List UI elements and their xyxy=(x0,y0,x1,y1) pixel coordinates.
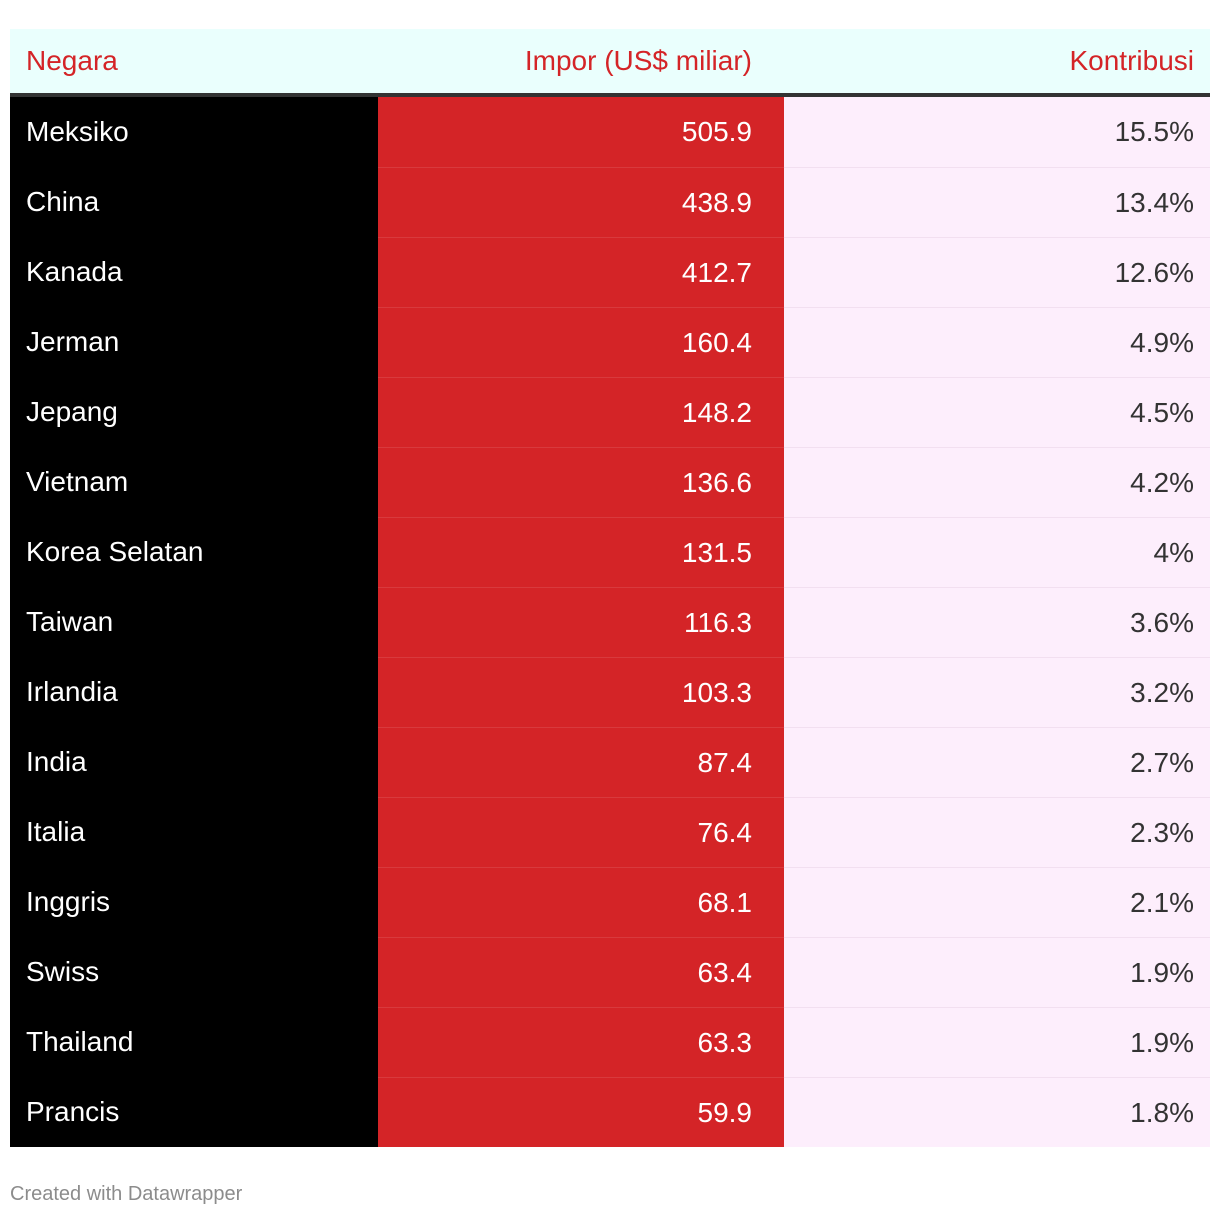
country-cell: Italia xyxy=(10,797,378,867)
country-cell: Kanada xyxy=(10,237,378,307)
country-cell: India xyxy=(10,727,378,797)
country-cell: Prancis xyxy=(10,1077,378,1147)
share-cell: 15.5% xyxy=(784,97,1210,167)
share-cell: 12.6% xyxy=(784,237,1210,307)
table-row: India 87.4 2.7% xyxy=(10,727,1210,797)
share-cell: 2.1% xyxy=(784,867,1210,937)
table-header: Negara Impor (US$ miliar) Kontribusi xyxy=(10,29,1210,97)
table-row: Korea Selatan 131.5 4% xyxy=(10,517,1210,587)
country-cell: Swiss xyxy=(10,937,378,1007)
imports-cell: 59.9 xyxy=(378,1077,784,1147)
imports-cell: 160.4 xyxy=(378,307,784,377)
imports-cell: 136.6 xyxy=(378,447,784,517)
imports-cell: 412.7 xyxy=(378,237,784,307)
share-cell: 2.3% xyxy=(784,797,1210,867)
header-country[interactable]: Negara xyxy=(26,45,118,76)
country-cell: China xyxy=(10,167,378,237)
table-row: Kanada 412.7 12.6% xyxy=(10,237,1210,307)
country-cell: Taiwan xyxy=(10,587,378,657)
table-row: Prancis 59.9 1.8% xyxy=(10,1077,1210,1147)
share-cell: 3.6% xyxy=(784,587,1210,657)
country-cell: Vietnam xyxy=(10,447,378,517)
table-row: Irlandia 103.3 3.2% xyxy=(10,657,1210,727)
country-cell: Thailand xyxy=(10,1007,378,1077)
table-body: Meksiko 505.9 15.5% China 438.9 13.4% Kanada 41… xyxy=(10,97,1210,1147)
country-cell: Jerman xyxy=(10,307,378,377)
header-share[interactable]: Kontribusi xyxy=(1069,45,1194,76)
table-row: China 438.9 13.4% xyxy=(10,167,1210,237)
imports-cell: 116.3 xyxy=(378,587,784,657)
share-cell: 3.2% xyxy=(784,657,1210,727)
table-row: Italia 76.4 2.3% xyxy=(10,797,1210,867)
share-cell: 2.7% xyxy=(784,727,1210,797)
header-imports[interactable]: Impor (US$ miliar) xyxy=(524,45,752,76)
imports-cell: 63.4 xyxy=(378,937,784,1007)
share-cell: 1.8% xyxy=(784,1077,1210,1147)
imports-cell: 76.4 xyxy=(378,797,784,867)
imports-cell: 63.3 xyxy=(378,1007,784,1077)
share-cell: 4% xyxy=(784,517,1210,587)
country-cell: Inggris xyxy=(10,867,378,937)
imports-cell: 438.9 xyxy=(378,167,784,237)
table-row: Swiss 63.4 1.9% xyxy=(10,937,1210,1007)
imports-cell: 87.4 xyxy=(378,727,784,797)
table-row: Jerman 160.4 4.9% xyxy=(10,307,1210,377)
share-cell: 1.9% xyxy=(784,937,1210,1007)
share-cell: 4.9% xyxy=(784,307,1210,377)
table-row: Jepang 148.2 4.5% xyxy=(10,377,1210,447)
table-row: Inggris 68.1 2.1% xyxy=(10,867,1210,937)
imports-cell: 103.3 xyxy=(378,657,784,727)
share-cell: 13.4% xyxy=(784,167,1210,237)
share-cell: 4.5% xyxy=(784,377,1210,447)
imports-cell: 68.1 xyxy=(378,867,784,937)
share-cell: 1.9% xyxy=(784,1007,1210,1077)
table-row: Taiwan 116.3 3.6% xyxy=(10,587,1210,657)
imports-cell: 131.5 xyxy=(378,517,784,587)
share-cell: 4.2% xyxy=(784,447,1210,517)
table-row: Thailand 63.3 1.9% xyxy=(10,1007,1210,1077)
datawrapper-credit: Created with Datawrapper xyxy=(10,1183,243,1205)
imports-cell: 505.9 xyxy=(378,97,784,167)
table-row: Vietnam 136.6 4.2% xyxy=(10,447,1210,517)
table-row: Meksiko 505.9 15.5% xyxy=(10,97,1210,167)
country-cell: Meksiko xyxy=(10,97,378,167)
country-cell: Korea Selatan xyxy=(10,517,378,587)
country-cell: Irlandia xyxy=(10,657,378,727)
country-cell: Jepang xyxy=(10,377,378,447)
imports-cell: 148.2 xyxy=(378,377,784,447)
imports-table: Negara Impor (US$ miliar) Kontribusi Mek… xyxy=(10,29,1210,1147)
